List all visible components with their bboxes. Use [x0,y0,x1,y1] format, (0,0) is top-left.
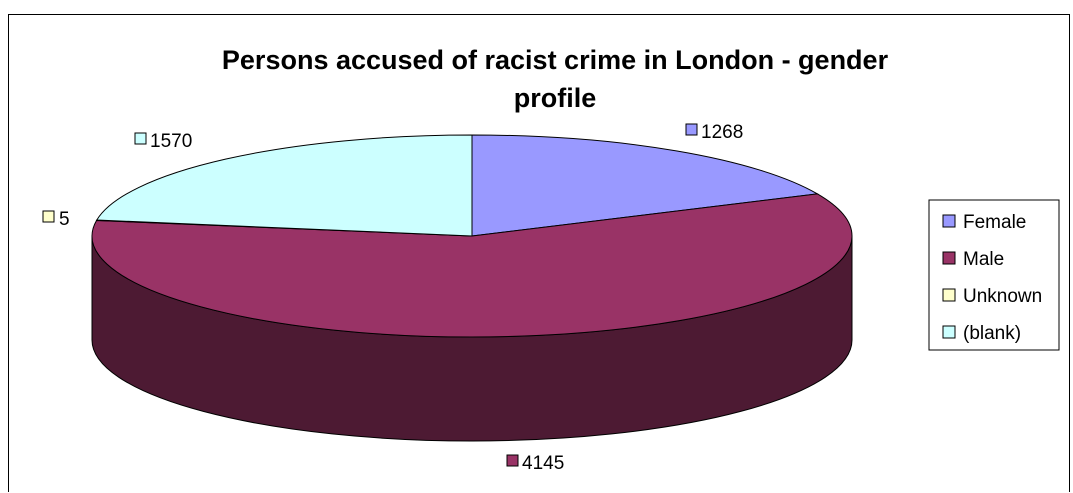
pie-data-labels: 1268 4145 5 1570 [42,122,743,474]
legend-swatch-blank [942,325,956,339]
legend-label-male: Male [963,249,1004,270]
legend-swatch-unknown [942,288,956,302]
pie-slice-male [91,193,853,338]
data-label-key-blank [134,132,147,145]
pie-slice-female [471,134,819,237]
data-label-key-male [506,454,519,467]
legend: Female Male Unknown (blank) [928,199,1060,351]
chart-frame [8,14,1070,492]
pie-slice-blank [95,134,473,237]
chart-title-line-1: Persons accused of racist crime in Londo… [222,45,889,75]
data-label-male: 4145 [522,453,564,474]
data-label-female: 1268 [701,122,743,143]
legend-swatch-male [942,251,956,265]
data-label-blank: 1570 [150,131,192,152]
data-label-key-female [685,123,698,136]
data-label-key-unknown [42,210,55,223]
data-label-unknown: 5 [59,209,70,230]
legend-swatch-female [942,214,956,228]
chart-title: Persons accused of racist crime in Londo… [222,45,889,113]
legend-label-unknown: Unknown [963,286,1042,307]
pie-tops [91,134,853,338]
legend-label-blank: (blank) [963,323,1021,344]
legend-label-female: Female [963,212,1026,233]
chart-title-line-2: profile [514,83,597,113]
